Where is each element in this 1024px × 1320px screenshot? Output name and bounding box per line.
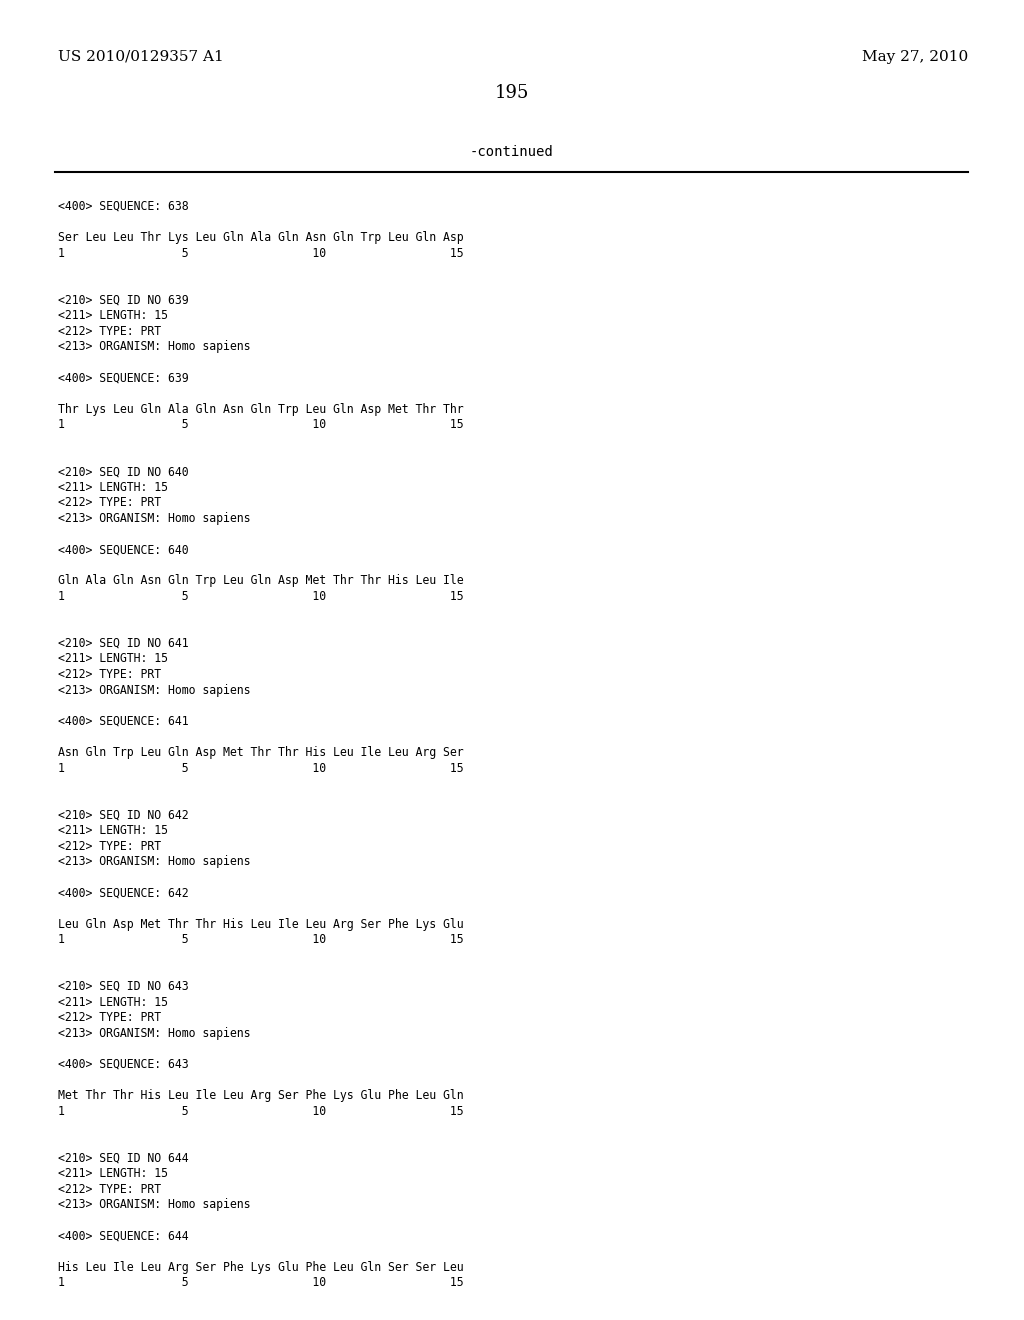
Text: <212> TYPE: PRT: <212> TYPE: PRT	[58, 1011, 161, 1024]
Text: <400> SEQUENCE: 641: <400> SEQUENCE: 641	[58, 715, 188, 727]
Text: <211> LENGTH: 15: <211> LENGTH: 15	[58, 309, 168, 322]
Text: <210> SEQ ID NO 640: <210> SEQ ID NO 640	[58, 465, 188, 478]
Text: Thr Lys Leu Gln Ala Gln Asn Gln Trp Leu Gln Asp Met Thr Thr: Thr Lys Leu Gln Ala Gln Asn Gln Trp Leu …	[58, 403, 464, 416]
Text: 1                 5                  10                  15: 1 5 10 15	[58, 590, 464, 603]
Text: <211> LENGTH: 15: <211> LENGTH: 15	[58, 480, 168, 494]
Text: Ser Leu Leu Thr Lys Leu Gln Ala Gln Asn Gln Trp Leu Gln Asp: Ser Leu Leu Thr Lys Leu Gln Ala Gln Asn …	[58, 231, 464, 244]
Text: <210> SEQ ID NO 639: <210> SEQ ID NO 639	[58, 293, 188, 306]
Text: Leu Gln Asp Met Thr Thr His Leu Ile Leu Arg Ser Phe Lys Glu: Leu Gln Asp Met Thr Thr His Leu Ile Leu …	[58, 917, 464, 931]
Text: <213> ORGANISM: Homo sapiens: <213> ORGANISM: Homo sapiens	[58, 341, 251, 354]
Text: Met Thr Thr His Leu Ile Leu Arg Ser Phe Lys Glu Phe Leu Gln: Met Thr Thr His Leu Ile Leu Arg Ser Phe …	[58, 1089, 464, 1102]
Text: <212> TYPE: PRT: <212> TYPE: PRT	[58, 325, 161, 338]
Text: 1                 5                  10                  15: 1 5 10 15	[58, 418, 464, 432]
Text: -continued: -continued	[470, 145, 554, 158]
Text: <211> LENGTH: 15: <211> LENGTH: 15	[58, 995, 168, 1008]
Text: <213> ORGANISM: Homo sapiens: <213> ORGANISM: Homo sapiens	[58, 1199, 251, 1212]
Text: <400> SEQUENCE: 642: <400> SEQUENCE: 642	[58, 887, 188, 899]
Text: <212> TYPE: PRT: <212> TYPE: PRT	[58, 496, 161, 510]
Text: US 2010/0129357 A1: US 2010/0129357 A1	[58, 50, 224, 63]
Text: 1                 5                  10                  15: 1 5 10 15	[58, 933, 464, 946]
Text: 1                 5                  10                  15: 1 5 10 15	[58, 1105, 464, 1118]
Text: 1                 5                  10                  15: 1 5 10 15	[58, 247, 464, 260]
Text: 1                 5                  10                  15: 1 5 10 15	[58, 762, 464, 775]
Text: <211> LENGTH: 15: <211> LENGTH: 15	[58, 652, 168, 665]
Text: <212> TYPE: PRT: <212> TYPE: PRT	[58, 668, 161, 681]
Text: <213> ORGANISM: Homo sapiens: <213> ORGANISM: Homo sapiens	[58, 855, 251, 869]
Text: <213> ORGANISM: Homo sapiens: <213> ORGANISM: Homo sapiens	[58, 512, 251, 525]
Text: <210> SEQ ID NO 644: <210> SEQ ID NO 644	[58, 1151, 188, 1164]
Text: <213> ORGANISM: Homo sapiens: <213> ORGANISM: Homo sapiens	[58, 1027, 251, 1040]
Text: Gln Ala Gln Asn Gln Trp Leu Gln Asp Met Thr Thr His Leu Ile: Gln Ala Gln Asn Gln Trp Leu Gln Asp Met …	[58, 574, 464, 587]
Text: <400> SEQUENCE: 644: <400> SEQUENCE: 644	[58, 1230, 188, 1242]
Text: <211> LENGTH: 15: <211> LENGTH: 15	[58, 1167, 168, 1180]
Text: 195: 195	[495, 84, 529, 102]
Text: <400> SEQUENCE: 643: <400> SEQUENCE: 643	[58, 1059, 188, 1071]
Text: <210> SEQ ID NO 643: <210> SEQ ID NO 643	[58, 979, 188, 993]
Text: <210> SEQ ID NO 641: <210> SEQ ID NO 641	[58, 636, 188, 649]
Text: <211> LENGTH: 15: <211> LENGTH: 15	[58, 824, 168, 837]
Text: Asn Gln Trp Leu Gln Asp Met Thr Thr His Leu Ile Leu Arg Ser: Asn Gln Trp Leu Gln Asp Met Thr Thr His …	[58, 746, 464, 759]
Text: His Leu Ile Leu Arg Ser Phe Lys Glu Phe Leu Gln Ser Ser Leu: His Leu Ile Leu Arg Ser Phe Lys Glu Phe …	[58, 1261, 464, 1274]
Text: <400> SEQUENCE: 638: <400> SEQUENCE: 638	[58, 201, 188, 213]
Text: <400> SEQUENCE: 640: <400> SEQUENCE: 640	[58, 544, 188, 556]
Text: <400> SEQUENCE: 639: <400> SEQUENCE: 639	[58, 372, 188, 384]
Text: <212> TYPE: PRT: <212> TYPE: PRT	[58, 840, 161, 853]
Text: <212> TYPE: PRT: <212> TYPE: PRT	[58, 1183, 161, 1196]
Text: <213> ORGANISM: Homo sapiens: <213> ORGANISM: Homo sapiens	[58, 684, 251, 697]
Text: May 27, 2010: May 27, 2010	[862, 50, 968, 63]
Text: <210> SEQ ID NO 642: <210> SEQ ID NO 642	[58, 808, 188, 821]
Text: 1                 5                  10                  15: 1 5 10 15	[58, 1276, 464, 1290]
